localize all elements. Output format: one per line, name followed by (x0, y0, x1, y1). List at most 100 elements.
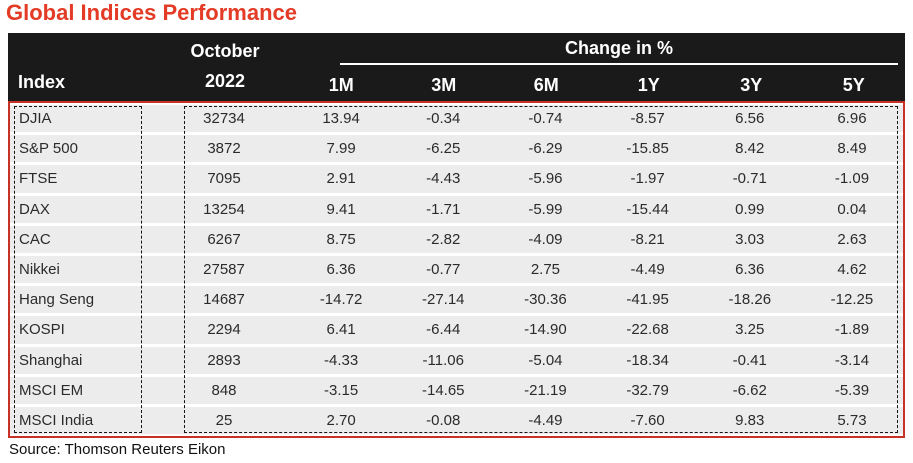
table-row-nikkei: Nikkei 27587 6.36 -0.77 2.75 -4.49 6.36 … (10, 255, 903, 284)
change-group-label: Change in % (564, 37, 673, 58)
val-3m: -2.82 (426, 230, 461, 248)
val-1m: 8.75 (326, 230, 356, 248)
oct-value: 14687 (203, 291, 245, 309)
index-name: MSCI EM (19, 381, 84, 399)
val-3m: -6.25 (426, 140, 461, 158)
val-3y: 6.56 (735, 110, 765, 128)
index-name: Nikkei (19, 261, 60, 279)
val-1m: 13.94 (322, 110, 360, 128)
val-6m: -5.04 (528, 351, 563, 369)
val-1m: 6.41 (326, 321, 356, 339)
val-1m: -14.72 (319, 291, 363, 309)
column-header-1m: 1M (328, 74, 354, 95)
val-3m: -14.65 (421, 381, 465, 399)
val-3m: -1.71 (426, 200, 461, 218)
month-label: October (190, 41, 260, 61)
val-1y: -8.57 (630, 110, 665, 128)
val-5y: 5.73 (837, 411, 867, 429)
column-header-3m: 3M (431, 74, 457, 95)
table-header: Index October 2022 Change in % 1M 3M 6M … (8, 33, 905, 101)
val-1y: -32.79 (626, 381, 669, 399)
val-3y: 6.36 (735, 261, 765, 279)
val-3y: -6.62 (732, 381, 767, 399)
oct-value: 6267 (207, 230, 241, 248)
val-5y: -12.25 (830, 291, 874, 309)
index-name: DJIA (19, 110, 52, 128)
val-6m: -14.90 (524, 321, 567, 339)
val-3y: 9.83 (735, 411, 765, 429)
index-name: Shanghai (19, 351, 83, 369)
val-3y: -18.26 (728, 291, 772, 309)
column-header-index: Index (18, 72, 66, 92)
val-5y: -5.39 (834, 381, 870, 399)
val-3m: -6.44 (426, 321, 461, 339)
val-3m: -0.08 (426, 411, 461, 429)
oct-value: 848 (211, 381, 237, 399)
val-6m: 2.75 (530, 261, 561, 279)
oct-value: 13254 (203, 200, 245, 218)
val-6m: -30.36 (524, 291, 567, 309)
val-1m: -3.15 (323, 381, 359, 399)
val-6m: -6.29 (528, 140, 563, 158)
val-1y: -4.49 (630, 261, 665, 279)
table-row-msci-india: MSCI India 25 2.70 -0.08 -4.49 -7.60 9.8… (10, 406, 903, 435)
val-1y: -15.85 (626, 140, 669, 158)
val-5y: 2.63 (837, 230, 867, 248)
oct-value: 32734 (203, 110, 245, 128)
table-row-hang-seng: Hang Seng 14687 -14.72 -27.14 -30.36 -41… (10, 286, 903, 314)
val-1m: -4.33 (323, 351, 359, 369)
val-3y: 3.03 (735, 230, 765, 248)
column-header-6m: 6M (533, 74, 559, 95)
table-row-dax: DAX 13254 9.41 -1.71 -5.99 -15.44 0.99 0… (10, 195, 903, 223)
table-row-sp500: S&P 500 3872 7.99 -6.25 -6.29 -15.85 8.4… (10, 135, 903, 163)
index-name: FTSE (19, 170, 58, 188)
val-6m: -5.96 (528, 170, 563, 188)
column-header-3y: 3Y (740, 74, 763, 95)
val-3y: -0.71 (732, 170, 767, 188)
val-1y: -22.68 (626, 321, 669, 339)
change-group-header: Change in % 1M 3M 6M 1Y 3Y 5Y (290, 33, 905, 101)
column-header-october-2022: October 2022 (160, 33, 290, 101)
val-5y: 6.96 (837, 110, 867, 128)
table-row-kospi: KOSPI 2294 6.41 -6.44 -14.90 -22.68 3.25… (10, 316, 903, 344)
val-1y: -7.60 (630, 411, 665, 429)
val-3m: -0.77 (426, 261, 461, 279)
val-5y: -3.14 (834, 351, 870, 369)
oct-value: 27587 (203, 261, 245, 279)
oct-value: 2294 (207, 321, 241, 339)
column-header-5y: 5Y (842, 74, 865, 95)
val-1m: 6.36 (326, 261, 356, 279)
val-3y: 0.99 (735, 200, 765, 218)
val-5y: -1.09 (834, 170, 870, 188)
table-row-shanghai: Shanghai 2893 -4.33 -11.06 -5.04 -18.34 … (10, 346, 903, 374)
oct-value: 7095 (207, 170, 241, 188)
index-name: MSCI India (19, 411, 94, 429)
table-row-cac: CAC 6267 8.75 -2.82 -4.09 -8.21 3.03 2.6… (10, 225, 903, 253)
val-3m: -4.43 (426, 170, 461, 188)
val-6m: -21.19 (524, 381, 567, 399)
val-1m: 2.70 (326, 411, 356, 429)
val-3m: -0.34 (426, 110, 461, 128)
table-row-msci-em: MSCI EM 848 -3.15 -14.65 -21.19 -32.79 -… (10, 376, 903, 404)
index-name: CAC (19, 230, 51, 248)
table-row-ftse: FTSE 7095 2.91 -4.43 -5.96 -1.97 -0.71 -… (10, 165, 903, 193)
oct-value: 3872 (207, 140, 241, 158)
oct-value: 25 (215, 411, 233, 429)
val-1m: 2.91 (326, 170, 356, 188)
year-label: 2022 (204, 71, 246, 91)
table-body: DJIA 32734 13.94 -0.34 -0.74 -8.57 6.56 … (8, 101, 905, 438)
val-6m: -4.49 (528, 411, 563, 429)
index-name: S&P 500 (19, 140, 78, 158)
val-6m: -4.09 (528, 230, 563, 248)
val-5y: 4.62 (837, 261, 867, 279)
val-1y: -1.97 (630, 170, 665, 188)
index-name: KOSPI (19, 321, 65, 339)
val-3y: -0.41 (732, 351, 767, 369)
val-5y: 8.49 (837, 140, 867, 158)
period-header-row: 1M 3M 6M 1Y 3Y 5Y (290, 65, 905, 101)
source-note: Source: Thomson Reuters Eikon (9, 441, 226, 458)
val-6m: -0.74 (528, 110, 563, 128)
index-name: DAX (19, 200, 50, 218)
val-6m: -5.99 (528, 200, 563, 218)
